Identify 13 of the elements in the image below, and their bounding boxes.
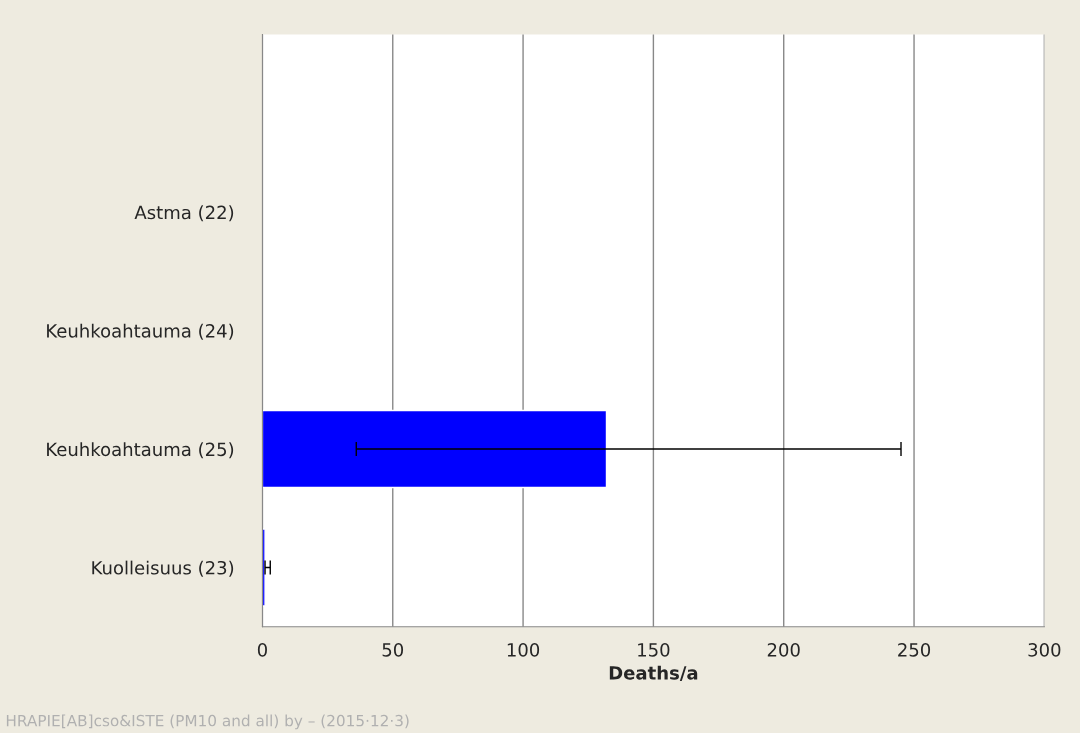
x-tick-label: 0: [257, 643, 267, 657]
x-tick-label: 250: [898, 643, 931, 657]
x-tick-label: 300: [1028, 643, 1061, 657]
x-tick-label: 150: [638, 643, 670, 657]
x-tick-label: 50: [382, 643, 404, 657]
y-tick-label: Keuhkoahtauma (24): [47, 323, 234, 340]
y-tick-label: Kuolleisuus (23): [92, 560, 234, 577]
x-axis-title: Deaths/a: [609, 665, 698, 682]
x-tick-label: 200: [767, 643, 800, 657]
y-tick-label: Keuhkoahtauma (25): [47, 442, 234, 459]
y-tick-label: Astma (22): [134, 205, 234, 222]
text: HRAPIE[AB]cso&ISTE (PM10 and all) by – (2015·12·3): [6, 714, 409, 730]
x-tick-label: 100: [507, 643, 540, 657]
